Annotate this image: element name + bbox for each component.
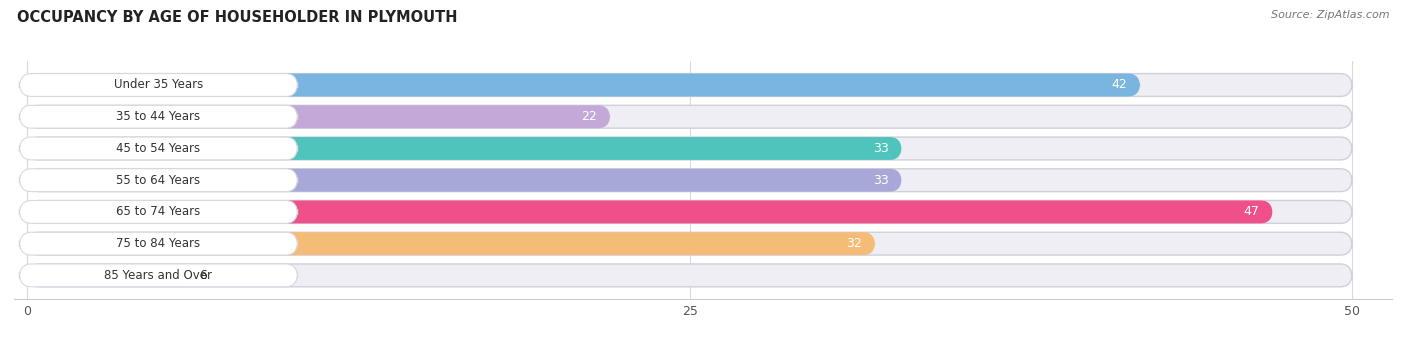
- FancyBboxPatch shape: [27, 105, 610, 128]
- FancyBboxPatch shape: [27, 137, 1353, 160]
- Text: 65 to 74 Years: 65 to 74 Years: [117, 205, 201, 218]
- FancyBboxPatch shape: [20, 137, 298, 160]
- FancyBboxPatch shape: [20, 105, 298, 128]
- Text: 22: 22: [581, 110, 598, 123]
- Text: 75 to 84 Years: 75 to 84 Years: [117, 237, 201, 250]
- FancyBboxPatch shape: [27, 73, 1353, 97]
- Text: 35 to 44 Years: 35 to 44 Years: [117, 110, 201, 123]
- FancyBboxPatch shape: [27, 232, 876, 255]
- FancyBboxPatch shape: [27, 232, 1353, 255]
- FancyBboxPatch shape: [27, 169, 901, 192]
- Text: 55 to 64 Years: 55 to 64 Years: [117, 174, 201, 187]
- FancyBboxPatch shape: [20, 264, 298, 287]
- FancyBboxPatch shape: [20, 73, 298, 97]
- Text: 42: 42: [1111, 79, 1128, 91]
- Text: 6: 6: [200, 269, 208, 282]
- Text: 33: 33: [873, 174, 889, 187]
- FancyBboxPatch shape: [27, 73, 1140, 97]
- FancyBboxPatch shape: [20, 169, 298, 192]
- Text: Source: ZipAtlas.com: Source: ZipAtlas.com: [1271, 10, 1389, 20]
- FancyBboxPatch shape: [27, 264, 186, 287]
- FancyBboxPatch shape: [20, 232, 298, 255]
- FancyBboxPatch shape: [27, 137, 901, 160]
- Text: 85 Years and Over: 85 Years and Over: [104, 269, 212, 282]
- FancyBboxPatch shape: [27, 201, 1353, 223]
- FancyBboxPatch shape: [27, 264, 1353, 287]
- Text: OCCUPANCY BY AGE OF HOUSEHOLDER IN PLYMOUTH: OCCUPANCY BY AGE OF HOUSEHOLDER IN PLYMO…: [17, 10, 457, 25]
- FancyBboxPatch shape: [27, 169, 1353, 192]
- Text: 47: 47: [1243, 205, 1260, 218]
- FancyBboxPatch shape: [27, 201, 1272, 223]
- FancyBboxPatch shape: [20, 201, 298, 223]
- FancyBboxPatch shape: [27, 105, 1353, 128]
- Text: 33: 33: [873, 142, 889, 155]
- Text: Under 35 Years: Under 35 Years: [114, 79, 202, 91]
- Text: 32: 32: [846, 237, 862, 250]
- Text: 45 to 54 Years: 45 to 54 Years: [117, 142, 201, 155]
